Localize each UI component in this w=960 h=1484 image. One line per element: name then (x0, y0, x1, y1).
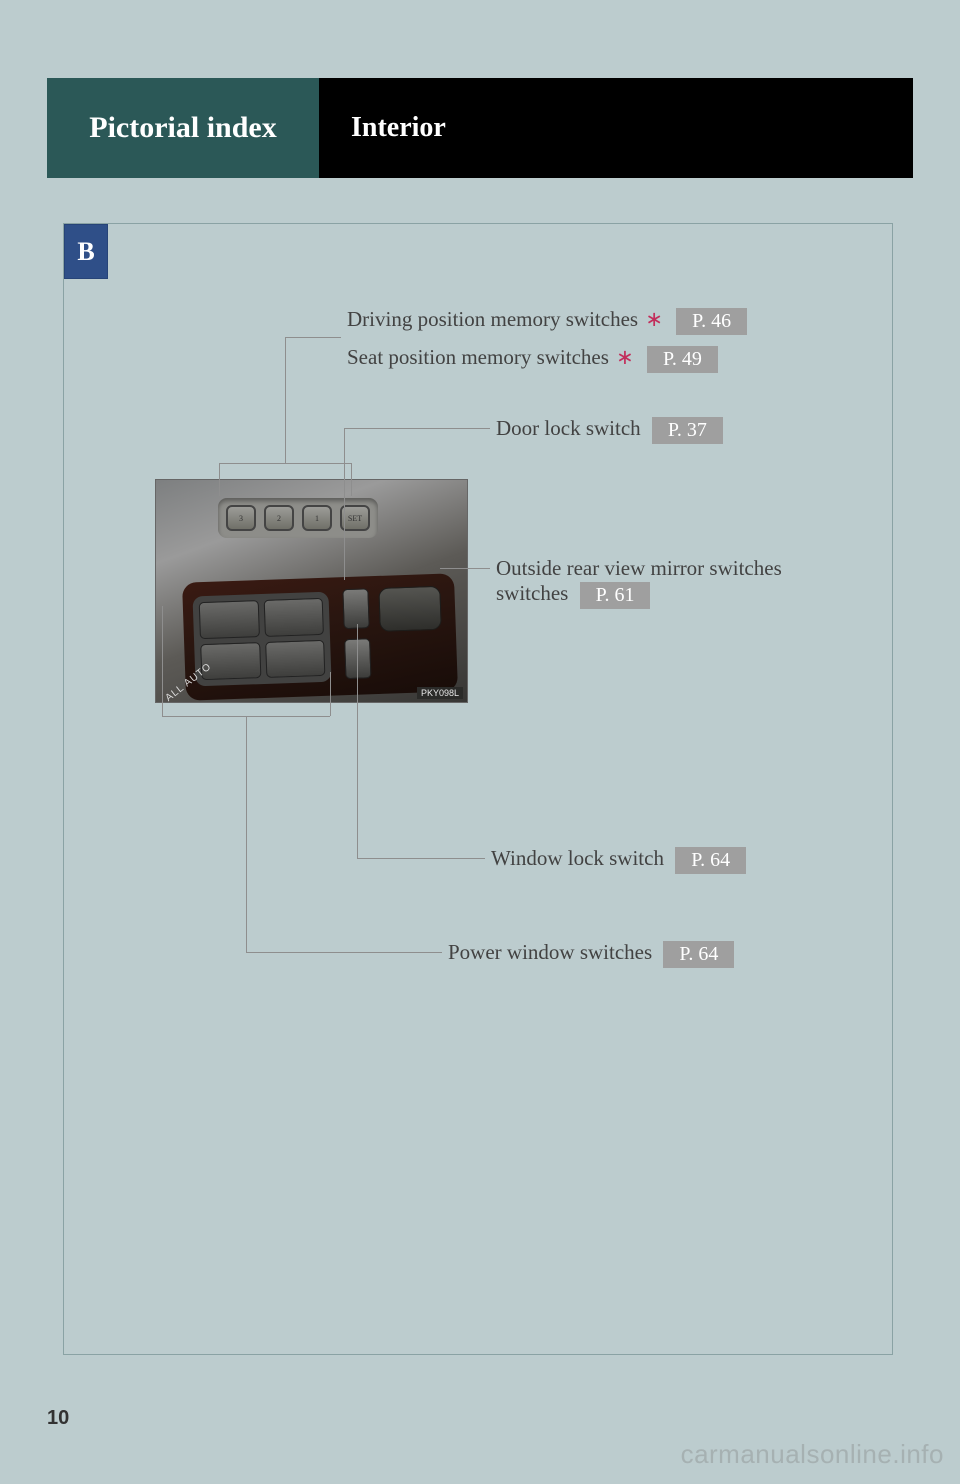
callout-line (440, 568, 490, 569)
callout-line (246, 716, 247, 952)
page-ref: P. 64 (663, 941, 734, 968)
page-ref: P. 49 (647, 346, 718, 373)
callout-line (219, 463, 351, 464)
label-power-window: Power window switches P. 64 (448, 940, 734, 968)
section-tab-b: B (64, 224, 108, 279)
label-door-lock: Door lock switch P. 37 (496, 416, 723, 444)
callout-line (357, 624, 358, 858)
armrest-wood-panel (182, 573, 458, 700)
callout-line (344, 428, 345, 580)
door-armrest-photo: 3 2 1 SET ALL AUTO PKY098L (155, 479, 468, 703)
callout-line (344, 428, 490, 429)
content-frame: B 3 2 1 SET ALL AUTO PKY098L Driving p (63, 223, 893, 1355)
memory-button-3: 3 (226, 505, 256, 531)
callout-line (285, 337, 341, 338)
label-seat-memory: Seat position memory switches ∗ P. 49 (347, 345, 718, 373)
header-bar: Pictorial index Interior (47, 78, 913, 178)
window-switch (265, 639, 326, 678)
label-text: Outside rear view mirror switches (496, 556, 782, 580)
callout-line (246, 952, 442, 953)
page-ref: P. 46 (676, 308, 747, 335)
label-text: Window lock switch (491, 846, 664, 870)
page-number: 10 (47, 1407, 69, 1430)
label-text: Power window switches (448, 940, 652, 964)
memory-button-2: 2 (264, 505, 294, 531)
callout-line (351, 463, 352, 496)
label-text: Door lock switch (496, 416, 641, 440)
header-left-title: Pictorial index (47, 78, 319, 178)
callout-line (330, 672, 331, 716)
memory-button-1: 1 (302, 505, 332, 531)
window-switch (199, 600, 260, 639)
callout-line (357, 858, 485, 859)
page-ref: P. 61 (580, 582, 651, 609)
asterisk-icon: ∗ (643, 308, 665, 331)
callout-line (285, 337, 286, 463)
mirror-switch-img (378, 586, 441, 632)
header-right-title: Interior (319, 78, 913, 178)
power-window-switch-group (193, 592, 332, 687)
label-text: Seat position memory switches (347, 345, 609, 369)
label-text: Driving position memory switches (347, 307, 638, 331)
label-driving-memory: Driving position memory switches ∗ P. 46 (347, 307, 747, 335)
page-ref: P. 64 (675, 847, 746, 874)
photo-code: PKY098L (417, 687, 463, 699)
asterisk-icon: ∗ (614, 346, 636, 369)
watermark: carmanualsonline.info (681, 1439, 944, 1470)
window-switch (200, 642, 261, 681)
label-window-lock: Window lock switch P. 64 (491, 846, 746, 874)
callout-line (162, 606, 163, 716)
memory-switch-strip: 3 2 1 SET (218, 498, 378, 538)
window-switch (263, 598, 324, 637)
label-mirror: Outside rear view mirror switches switch… (496, 556, 782, 609)
callout-line (219, 463, 220, 496)
page-ref: P. 37 (652, 417, 723, 444)
